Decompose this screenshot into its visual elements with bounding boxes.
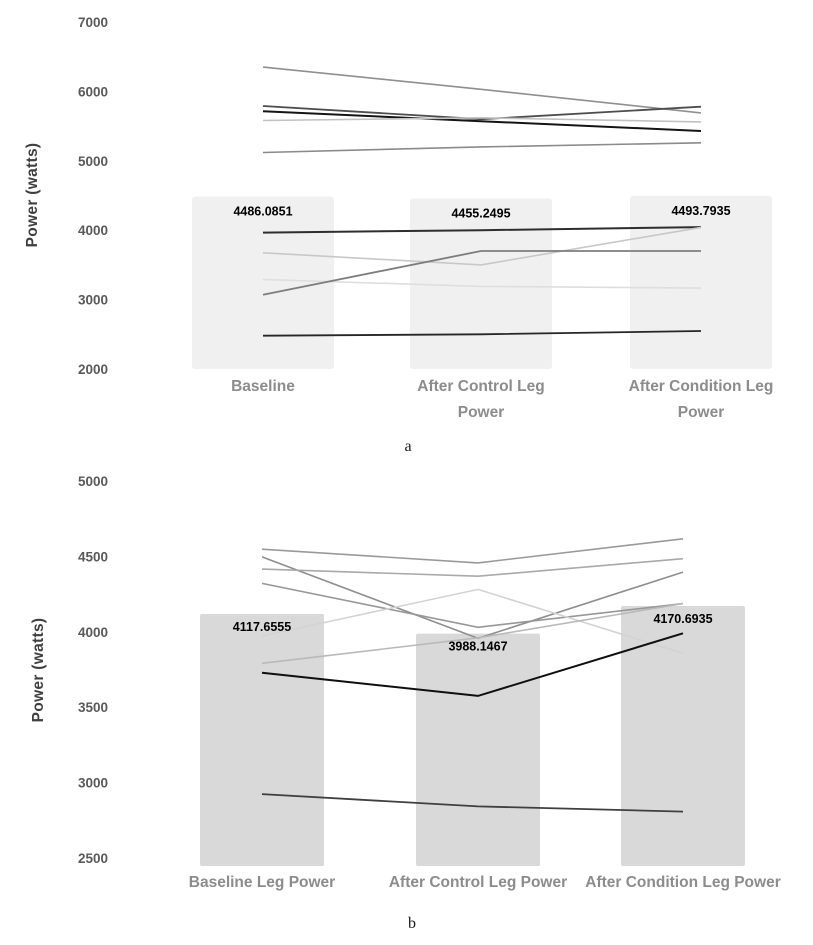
y-axis-title: Power (watts) <box>30 618 47 723</box>
y-tick-label: 4000 <box>78 625 108 640</box>
y-tick-label: 3500 <box>78 700 108 715</box>
chart-b-caption: b <box>408 915 416 932</box>
line-series-upper-line-4 <box>262 116 702 123</box>
y-tick-label: 3000 <box>78 776 108 791</box>
line-series-upper-line-2 <box>262 105 702 121</box>
chart-b: 5000 4500 4000 3500 3000 2500 Power (watts) 411… <box>30 474 781 891</box>
line-series-lower-line-3 <box>262 278 702 289</box>
y-tick-label: 2000 <box>78 362 108 377</box>
line-series-upper-line-3 <box>262 110 702 132</box>
line-series-line-3 <box>261 557 684 578</box>
bar <box>410 198 552 369</box>
bar <box>630 195 772 369</box>
y-tick-label: 3000 <box>78 293 108 308</box>
line-series-line-7 <box>261 632 684 697</box>
bar <box>621 606 745 866</box>
bar-value-label: 4486.0851 <box>233 204 292 218</box>
line-series-line-6 <box>261 602 684 665</box>
category-label: Baseline Leg Power <box>189 874 335 891</box>
bar-value-label: 3988.1467 <box>448 640 507 654</box>
category-label: After Control Leg Power <box>389 874 567 891</box>
chart-a: 7000 6000 5000 4000 3000 2000 Power (watts) 448… <box>24 15 774 421</box>
y-tick-label: 7000 <box>78 15 108 30</box>
line-series-lower-line-2 <box>262 226 702 266</box>
y-tick-label: 5000 <box>78 154 108 169</box>
bar-value-label: 4493.7935 <box>671 204 730 218</box>
category-label: After Control Leg <box>417 378 544 395</box>
category-label: Baseline <box>231 378 295 395</box>
bar <box>200 614 324 866</box>
category-label: After Condition Leg Power <box>585 874 780 891</box>
bar <box>192 196 334 369</box>
bar-value-label: 4170.6935 <box>653 612 712 626</box>
line-series-line-5 <box>261 588 684 654</box>
line-series-upper-line-1 <box>262 66 702 114</box>
bar-value-label: 4117.6555 <box>233 620 291 634</box>
y-axis-title: Power (watts) <box>24 143 41 248</box>
line-series-line-1 <box>261 538 684 564</box>
line-series-line-8 <box>261 793 684 813</box>
bar-value-label: 4455.2495 <box>451 207 510 221</box>
line-series-upper-line-5 <box>262 142 702 154</box>
line-series-lower-line-5 <box>262 330 702 337</box>
y-tick-label: 4000 <box>78 223 108 238</box>
line-series-line-4 <box>261 582 684 629</box>
category-label: After Condition Leg <box>629 378 774 395</box>
y-tick-label: 5000 <box>78 474 108 489</box>
category-label: Power <box>458 404 505 421</box>
bar <box>416 633 540 866</box>
chart-a-caption: a <box>404 438 412 455</box>
category-label: Power <box>678 404 725 421</box>
line-series-lower-line-1 <box>262 226 702 234</box>
y-tick-label: 6000 <box>78 84 108 99</box>
y-tick-label: 2500 <box>78 851 108 866</box>
y-tick-label: 4500 <box>78 549 108 564</box>
line-series-lower-line-4 <box>262 250 701 296</box>
